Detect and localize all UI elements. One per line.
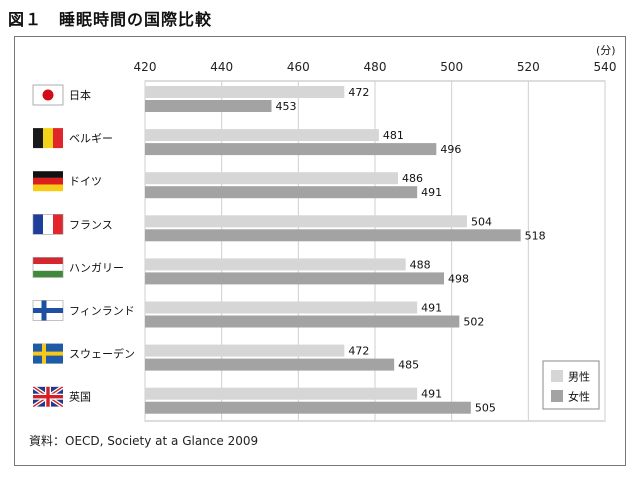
x-tick-label: 440	[210, 60, 233, 74]
category-label: ベルギー	[69, 132, 113, 145]
bar-value-label: 491	[421, 388, 442, 401]
category-label: ドイツ	[69, 175, 102, 188]
category-label: 英国	[69, 390, 91, 404]
legend-swatch	[551, 370, 563, 382]
bar-value-label: 486	[402, 172, 423, 185]
x-tick-label: 420	[134, 60, 157, 74]
sweden-flag-icon	[33, 343, 63, 364]
bar-male	[145, 86, 345, 98]
uk-flag-icon	[33, 386, 63, 407]
bar-value-label: 472	[348, 86, 369, 99]
bar-value-label: 505	[475, 402, 496, 415]
bar-value-label: 472	[348, 345, 369, 358]
x-tick-label: 520	[517, 60, 540, 74]
bar-value-label: 488	[410, 258, 431, 271]
bar-female	[145, 186, 418, 199]
bar-value-label: 504	[471, 215, 492, 228]
x-tick-label: 460	[287, 60, 310, 74]
legend-label: 男性	[568, 370, 590, 384]
category-label: フランス	[69, 218, 113, 231]
bar-value-label: 498	[448, 272, 469, 285]
chart-frame: 472 453 481 496 486 491 504 518 488 498 491 502 472 4…	[14, 36, 626, 466]
bar-male	[145, 387, 418, 400]
bar-value-label: 453	[276, 100, 297, 113]
bar-value-label: 485	[398, 359, 419, 372]
bar-value-label: 496	[440, 143, 461, 156]
bar-female	[145, 401, 471, 414]
bar-male	[145, 129, 379, 142]
belgium-flag-icon	[33, 128, 63, 149]
legend-swatch	[551, 390, 563, 402]
category-label: 日本	[69, 88, 91, 102]
bar-male	[145, 301, 418, 314]
figure-title: 図１ 睡眠時間の国際比較	[8, 10, 213, 29]
germany-flag-icon	[33, 171, 63, 192]
bar-female	[145, 358, 395, 371]
x-tick-label: 500	[440, 60, 463, 74]
x-axis-unit-label: (分)	[596, 44, 616, 57]
bar-female	[145, 143, 437, 156]
bar-chart: 4724534814964864915045184884984915024724…	[29, 44, 617, 448]
source-note: 資料：OECD, Society at a Glance 2009	[29, 434, 258, 448]
finland-flag-icon	[32, 300, 64, 321]
bar-male	[145, 344, 345, 357]
bar-male	[145, 258, 406, 271]
bar-female	[145, 315, 460, 328]
legend-label: 女性	[568, 390, 590, 404]
bar-female	[145, 272, 444, 285]
france-flag-icon	[32, 214, 64, 235]
category-label: フィンランド	[69, 305, 135, 318]
category-label: ハンガリー	[69, 261, 124, 274]
x-tick-label: 540	[594, 60, 617, 74]
bar-value-label: 491	[421, 186, 442, 199]
bar-male	[145, 172, 398, 185]
bar-value-label: 481	[383, 129, 404, 142]
bar-value-label: 491	[421, 302, 442, 315]
bar-female	[145, 229, 521, 242]
hungary-flag-icon	[32, 257, 64, 278]
category-label: スウェーデン	[69, 347, 135, 361]
japan-flag-icon	[32, 84, 64, 106]
bar-value-label: 502	[463, 316, 484, 329]
bar-male	[145, 215, 467, 228]
bar-female	[145, 100, 272, 112]
x-tick-label: 480	[364, 60, 387, 74]
bar-value-label: 518	[525, 229, 546, 242]
